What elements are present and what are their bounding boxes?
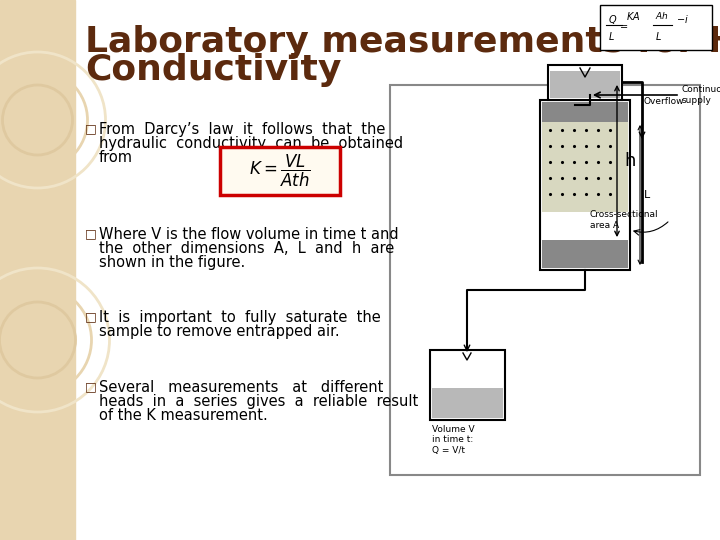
- Text: Where V is the flow volume in time t and: Where V is the flow volume in time t and: [99, 227, 399, 242]
- Text: $KA$: $KA$: [626, 10, 640, 22]
- Text: Cross-sectional
area A: Cross-sectional area A: [590, 210, 659, 230]
- Text: Laboratory measurements for Hydraulic: Laboratory measurements for Hydraulic: [85, 25, 720, 59]
- Text: $Q$: $Q$: [608, 13, 617, 26]
- Text: L: L: [644, 190, 650, 200]
- Text: $=$: $=$: [618, 20, 629, 30]
- Text: heads  in  a  series  gives  a  reliable  result: heads in a series gives a reliable resul…: [99, 394, 418, 409]
- Text: □: □: [85, 122, 96, 135]
- Text: Overflow: Overflow: [644, 98, 685, 106]
- Bar: [542, 122, 628, 212]
- Text: h: h: [624, 152, 635, 170]
- Text: From  Darcy’s  law  it  follows  that  the: From Darcy’s law it follows that the: [99, 122, 385, 137]
- Bar: [0, 0, 75, 540]
- Bar: [540, 100, 630, 270]
- Text: It  is  important  to  fully  saturate  the: It is important to fully saturate the: [99, 310, 381, 325]
- Text: $K = \dfrac{VL}{Ath}$: $K = \dfrac{VL}{Ath}$: [249, 153, 311, 189]
- Text: hydraulic  conductivity  can  be  obtained: hydraulic conductivity can be obtained: [99, 136, 403, 151]
- Text: Conductivity: Conductivity: [85, 53, 341, 87]
- Text: sample to remove entrapped air.: sample to remove entrapped air.: [99, 324, 340, 339]
- Text: from: from: [99, 150, 133, 165]
- Text: $- i$: $- i$: [676, 13, 689, 25]
- Text: Several   measurements   at   different: Several measurements at different: [99, 380, 383, 395]
- Text: Continuous
supply: Continuous supply: [682, 85, 720, 105]
- Bar: [390, 85, 700, 475]
- Bar: [430, 350, 505, 420]
- Bar: [548, 65, 622, 100]
- Text: $L$: $L$: [655, 30, 662, 42]
- Text: $Ah$: $Ah$: [655, 10, 669, 21]
- Text: of the K measurement.: of the K measurement.: [99, 408, 268, 423]
- Bar: [542, 102, 628, 122]
- Bar: [542, 240, 628, 268]
- Bar: [600, 5, 712, 50]
- Bar: [432, 388, 503, 418]
- Text: the  other  dimensions  A,  L  and  h  are: the other dimensions A, L and h are: [99, 241, 395, 256]
- Bar: [220, 147, 340, 195]
- Text: □: □: [85, 310, 96, 323]
- Bar: [550, 71, 620, 98]
- Text: shown in the figure.: shown in the figure.: [99, 255, 246, 270]
- Text: □: □: [85, 227, 96, 240]
- Text: Volume V
in time t:
Q = V/t: Volume V in time t: Q = V/t: [432, 425, 474, 455]
- Text: $L$: $L$: [608, 30, 615, 42]
- Text: □: □: [85, 380, 96, 393]
